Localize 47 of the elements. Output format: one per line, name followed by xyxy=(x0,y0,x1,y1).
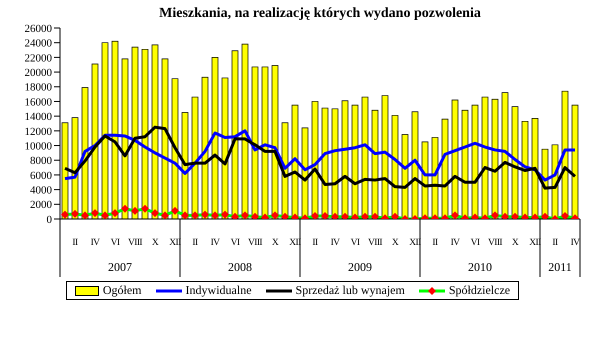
y-tick-label: 8000 xyxy=(30,155,52,168)
y-tick-label: 18000 xyxy=(24,82,52,94)
y-tick-label: 10000 xyxy=(24,140,52,152)
y-tick-label: 26000 xyxy=(24,22,52,35)
x-tick-label: IV xyxy=(210,238,220,248)
y-tick-label: 0 xyxy=(46,214,52,226)
legend-label: Spółdzielcze xyxy=(448,283,510,298)
y-tick-label: 14000 xyxy=(24,111,52,124)
y-tick-label: 16000 xyxy=(24,96,52,108)
y-tick-label: 4000 xyxy=(30,184,52,197)
x-tick-label: IV xyxy=(450,238,460,248)
x-tick-label: VI xyxy=(350,238,360,248)
chart-title: Mieszkania, na realizację których wydano pozwolenia xyxy=(158,6,482,22)
x-tick-label: II xyxy=(432,238,438,248)
text: 2010 xyxy=(468,260,492,274)
y-tick-label: 2000 xyxy=(30,199,52,212)
legend-label: Indywidualne xyxy=(186,283,252,298)
x-tick-label: IV xyxy=(570,238,580,248)
legend-label: Sprzedaż lub wynajem xyxy=(296,283,405,298)
x-tick-label: IV xyxy=(90,238,100,248)
x-tick-label: VI xyxy=(110,238,120,248)
x-tick-label: X xyxy=(272,238,279,248)
legend-label: Ogółem xyxy=(102,283,142,298)
y-tick-label: 24000 xyxy=(24,38,52,50)
x-tick-label: VIII xyxy=(368,238,382,248)
line-series xyxy=(64,129,576,182)
x-tick-label: II xyxy=(552,238,558,248)
y-tick-label: 12000 xyxy=(24,126,52,138)
x-tick-label: IV xyxy=(330,238,340,248)
x-tick-label: II xyxy=(72,238,78,248)
y-tick-label: 6000 xyxy=(30,170,52,182)
text: 2008 xyxy=(228,260,252,274)
text: 2007 xyxy=(108,260,132,274)
x-tick-label: II xyxy=(192,238,198,248)
y-tick-label: 20000 xyxy=(24,66,52,79)
x-tick-label: X xyxy=(392,238,399,248)
x-tick-label: VI xyxy=(230,238,240,248)
x-tick-label: VIII xyxy=(488,238,502,248)
x-tick-label: VIII xyxy=(128,238,142,248)
x-tick-label: X xyxy=(152,238,159,248)
text: 2009 xyxy=(348,260,372,274)
x-tick-label: VI xyxy=(470,238,480,248)
x-tick-label: II xyxy=(312,238,318,248)
x-tick-label: VIII xyxy=(248,238,262,248)
text: 2011 xyxy=(548,260,572,274)
y-tick-label: 22000 xyxy=(24,52,52,64)
x-tick-label: X xyxy=(512,238,519,248)
